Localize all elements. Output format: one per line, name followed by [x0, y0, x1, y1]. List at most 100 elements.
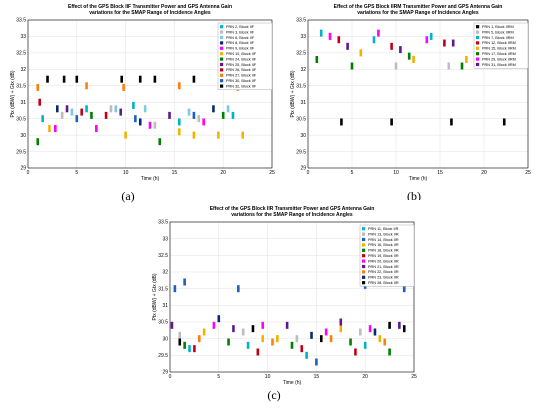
- data-point: [168, 111, 171, 119]
- caption-c: (c): [267, 388, 281, 402]
- data-point: [148, 121, 152, 129]
- chart-panel-c: Effect of the GPS Block IIR Transmitter …: [140, 200, 430, 386]
- data-point: [70, 108, 74, 116]
- y-tick-label: 31.5: [16, 83, 26, 89]
- x-tick-label: 10: [265, 374, 271, 380]
- data-point: [231, 111, 235, 119]
- chart-title-line: Effect of the GPS Block IIR Transmitter …: [210, 206, 375, 212]
- legend-entry: PRN 24, Block IIF: [226, 57, 257, 61]
- data-point: [261, 335, 265, 343]
- legend-entry: PRN 23, Block IIR: [368, 276, 399, 280]
- data-point: [246, 341, 250, 349]
- data-point: [114, 105, 118, 113]
- legend-entry: PRN 9, Block IIF: [226, 47, 255, 51]
- data-point: [407, 52, 411, 60]
- data-point: [221, 111, 225, 119]
- caption-b: (b): [407, 189, 421, 203]
- legend-swatch: [362, 264, 366, 269]
- y-tick-label: 30: [300, 133, 306, 139]
- legend-swatch: [220, 25, 224, 29]
- legend-entry: PRN 29, Block IIRM: [482, 57, 516, 61]
- data-point: [349, 338, 352, 346]
- y-tick-label: 31: [20, 100, 26, 106]
- y-tick-label: 31: [162, 303, 168, 309]
- legend-entry: PRN 17, Block IIRM: [482, 52, 516, 56]
- x-tick-label: 20: [481, 170, 487, 176]
- data-point: [315, 358, 318, 366]
- data-point: [399, 46, 402, 54]
- legend-entry: PRN 28, Block IIR: [368, 281, 399, 285]
- data-point: [324, 328, 328, 336]
- x-tick-label: 25: [411, 374, 417, 380]
- data-point: [261, 321, 265, 329]
- data-point: [368, 325, 372, 333]
- legend-swatch: [362, 227, 366, 231]
- legend-swatch: [220, 41, 224, 45]
- legend-swatch: [220, 52, 224, 56]
- data-point: [109, 105, 113, 113]
- x-tick-label: 20: [220, 170, 226, 176]
- legend-entry: PRN 7, Block IIRM: [482, 36, 514, 40]
- x-tick-label: 0: [169, 374, 172, 380]
- data-point: [465, 55, 468, 63]
- legend-entry: PRN 18, Block IIR: [368, 249, 399, 253]
- y-tick-label: 29.5: [158, 353, 168, 359]
- data-point: [138, 118, 142, 126]
- legend-box: [473, 22, 529, 69]
- data-point: [197, 115, 201, 123]
- data-point: [65, 105, 69, 113]
- y-tick-label: 32.5: [158, 253, 168, 259]
- plot-area-frame: [307, 19, 529, 169]
- data-point: [90, 111, 93, 119]
- data-point: [460, 62, 464, 70]
- data-point: [143, 105, 147, 113]
- data-point: [402, 285, 406, 293]
- legend-entry: PRN 21, Block IIR: [368, 265, 399, 269]
- legend-swatch: [220, 73, 224, 77]
- legend-box: [359, 224, 415, 287]
- legend-entry: PRN 20, Block IIR: [368, 259, 399, 263]
- data-point: [412, 55, 415, 63]
- y-tick-label: 30: [20, 133, 26, 139]
- x-tick-label: 0: [307, 170, 310, 176]
- data-point: [429, 32, 433, 40]
- data-point: [295, 335, 299, 343]
- data-point: [173, 285, 177, 293]
- data-point: [398, 321, 401, 329]
- data-point: [36, 138, 40, 146]
- data-point: [41, 115, 44, 123]
- data-point: [319, 29, 323, 37]
- y-tick-label: 33: [20, 34, 26, 40]
- data-point: [300, 345, 304, 353]
- data-point: [402, 325, 406, 333]
- data-point: [359, 49, 363, 57]
- y-tick-label: 31.5: [158, 286, 168, 292]
- data-point: [60, 111, 64, 119]
- chart-title-line: variations for the SMAP Range of Inciden…: [357, 10, 479, 16]
- data-point: [177, 82, 181, 90]
- data-point: [212, 105, 215, 113]
- legend-swatch: [220, 30, 224, 34]
- data-point: [187, 108, 191, 116]
- data-point: [276, 335, 279, 343]
- x-tick-label: 15: [437, 170, 443, 176]
- data-point: [271, 338, 274, 346]
- data-point: [363, 341, 367, 349]
- x-tick-label: 0: [27, 170, 30, 176]
- legend-entry: PRN 1, Block IIRM: [482, 25, 514, 29]
- data-point: [390, 42, 393, 50]
- legend-swatch: [220, 68, 224, 72]
- legend-entry: PRN 2, Block IIF: [226, 25, 255, 29]
- legend-entry: PRN 6, Block IIF: [226, 36, 255, 40]
- y-tick-label: 29.5: [16, 149, 26, 155]
- x-tick-label: 10: [123, 170, 129, 176]
- legend-entry: PRN 10, Block IIF: [226, 52, 257, 56]
- y-tick-label: 33: [162, 236, 168, 242]
- legend-swatch: [476, 41, 480, 45]
- chart-b-svg: Effect of the GPS Block IIRM Transmitter…: [290, 4, 531, 182]
- data-point: [339, 325, 343, 333]
- data-point: [450, 118, 453, 126]
- y-tick-label: 29: [300, 166, 306, 172]
- data-point: [85, 105, 88, 113]
- legend-entry: PRN 31, Block IIRM: [482, 63, 516, 67]
